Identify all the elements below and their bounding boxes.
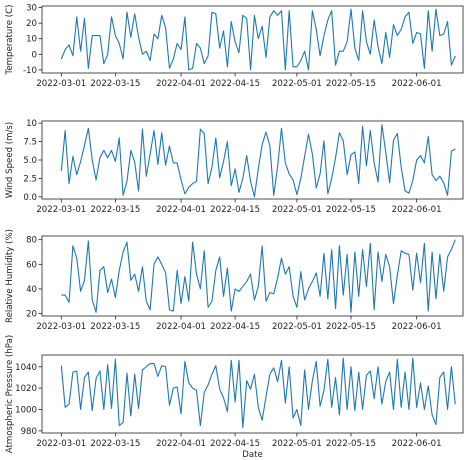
y-axis-label: Temperature (C) <box>5 5 15 76</box>
y-tick-label: 80 <box>26 236 37 246</box>
x-tick-label: 2022-03-01 <box>36 439 86 449</box>
y-tick-label: 20 <box>26 310 37 320</box>
y-tick-label: 40 <box>26 285 37 295</box>
y-tick-label: 30 <box>26 4 37 14</box>
x-tick-label: 2022-04-01 <box>156 439 206 449</box>
y-tick-label: 0 <box>32 50 37 60</box>
y-tick-label: 1040 <box>15 363 37 373</box>
x-tick-label: 2022-04-01 <box>156 79 206 89</box>
x-tick-label: 2022-03-15 <box>90 79 140 89</box>
x-tick-label: 2022-06-01 <box>392 439 442 449</box>
y-tick-label: 5.0 <box>23 156 37 166</box>
series-line-2-1 <box>60 124 456 198</box>
chart-panel-3: 20 40 60 80 2022-03-01 2022-03-15 2022-04-01 20… <box>5 229 464 332</box>
x-tick-label: 2022-05-01 <box>272 205 322 215</box>
y-axis-label: Relative Humidity (%) <box>5 229 15 323</box>
x-tick-label: 2022-06-01 <box>392 79 442 89</box>
y-tick-label: -10 <box>23 66 37 76</box>
x-tick-label: 2022-04-15 <box>210 205 260 215</box>
x-tick-label: 2022-06-01 <box>392 322 442 332</box>
y-tick-label: 1000 <box>15 405 37 415</box>
x-axis-label: Date <box>242 450 263 460</box>
y-axis-label: Wind Speed (m/s) <box>5 122 15 198</box>
y-tick-label: 7.5 <box>23 138 37 148</box>
x-tick-label: 2022-04-01 <box>156 322 206 332</box>
y-tick-label: 10 <box>26 119 37 129</box>
x-tick-label: 2022-05-15 <box>326 79 376 89</box>
x-tick-label: 2022-05-01 <box>272 439 322 449</box>
y-tick-label: 980 <box>21 427 37 437</box>
x-tick-label: 2022-05-01 <box>272 322 322 332</box>
chart-panel-2: 0.0 2.5 5.0 7.5 10 2022-03-01 2022-03-15 2022-0… <box>5 119 464 215</box>
x-tick-label: 2022-05-01 <box>272 79 322 89</box>
x-tick-label: 2022-05-15 <box>326 439 376 449</box>
series-line-1-1 <box>60 8 456 71</box>
x-tick-label: 2022-05-15 <box>326 322 376 332</box>
x-tick-label: 2022-03-01 <box>36 205 86 215</box>
y-tick-label: 60 <box>26 260 37 270</box>
plot-frame <box>41 5 464 74</box>
x-tick-label: 2022-05-15 <box>326 205 376 215</box>
series-line-4-1 <box>60 357 456 429</box>
y-tick-label: 2.5 <box>23 174 37 184</box>
chart-panel-1: -10 0 10 20 30 2022-03-01 2022-03-15 2022-04-01… <box>5 4 464 89</box>
x-tick-label: 2022-04-15 <box>210 79 260 89</box>
y-tick-label: 0.0 <box>23 193 37 203</box>
y-tick-label: 10 <box>26 35 37 45</box>
y-tick-label: 1020 <box>15 384 37 394</box>
x-tick-label: 2022-04-15 <box>210 322 260 332</box>
y-axis-label: Atmospheric Pressure (hPa) <box>5 335 15 453</box>
x-tick-label: 2022-03-01 <box>36 322 86 332</box>
plot-frame <box>41 354 464 434</box>
x-tick-label: 2022-03-15 <box>90 439 140 449</box>
x-tick-label: 2022-03-15 <box>90 205 140 215</box>
plot-frame <box>41 235 464 317</box>
x-tick-label: 2022-04-01 <box>156 205 206 215</box>
x-tick-label: 2022-06-01 <box>392 205 442 215</box>
chart-panel-4: 980 1000 1020 1040 2022-03-01 2022-03-15 2022-… <box>5 335 464 460</box>
series-line-3-1 <box>61 239 456 313</box>
x-tick-label: 2022-03-01 <box>36 79 86 89</box>
x-tick-label: 2022-04-15 <box>210 439 260 449</box>
x-tick-label: 2022-03-15 <box>90 322 140 332</box>
y-tick-label: 20 <box>26 19 37 29</box>
